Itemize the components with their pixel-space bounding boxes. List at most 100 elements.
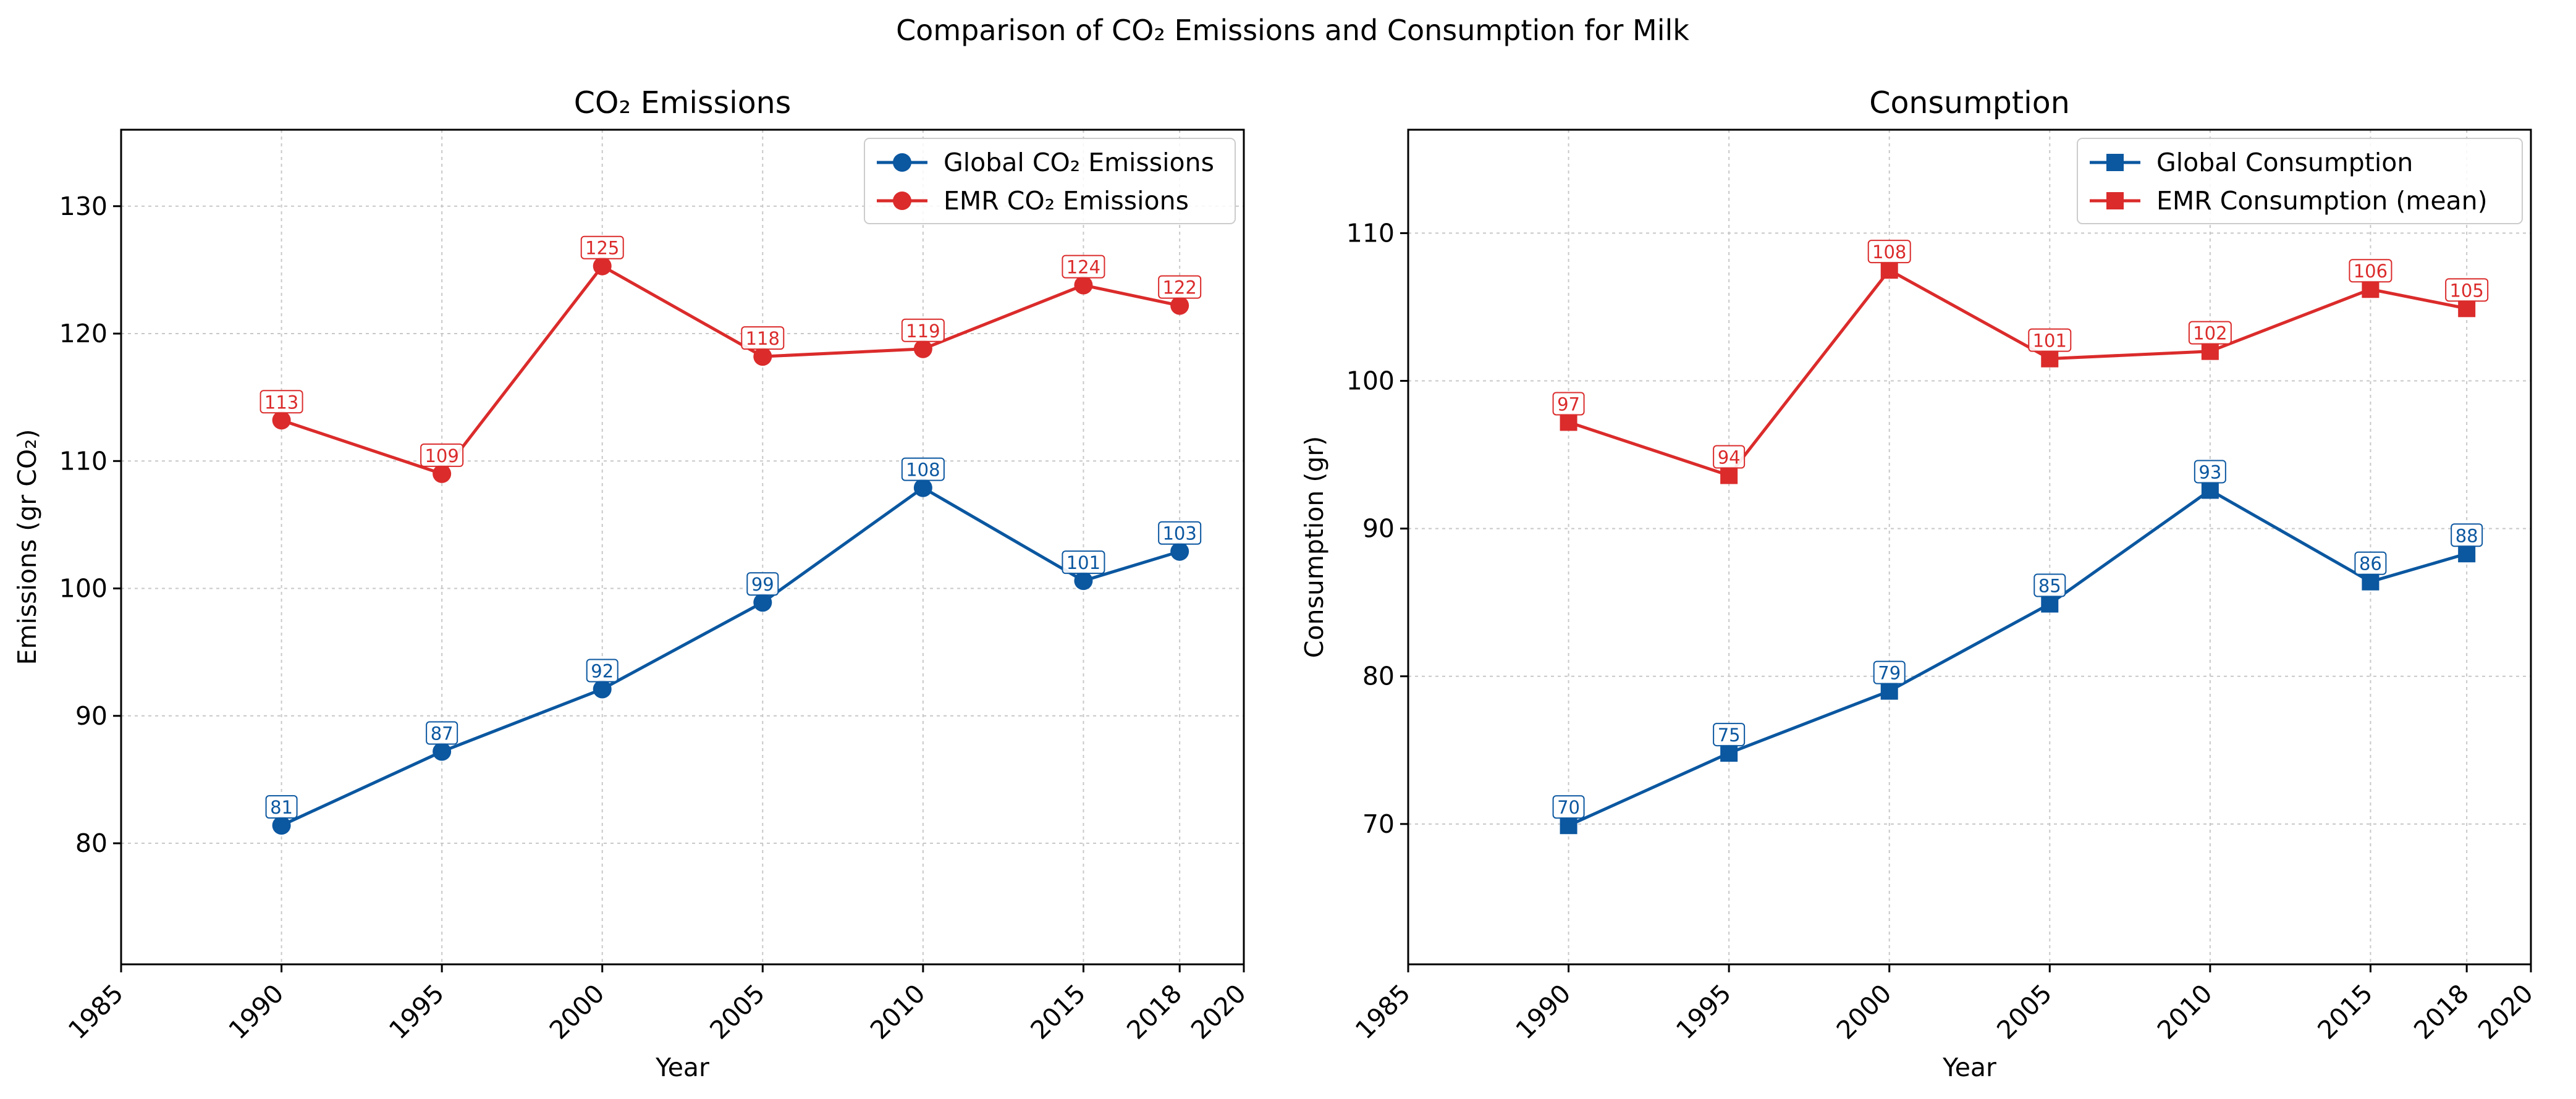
data-label: 94 xyxy=(1718,447,1741,468)
series-emr: 97 94 108 101 102 106 105 xyxy=(1552,240,2489,484)
x-tick-label: 2000 xyxy=(1831,979,1898,1045)
data-point xyxy=(433,464,452,483)
data-label: 70 xyxy=(1557,797,1580,818)
data-label: 75 xyxy=(1718,725,1741,746)
data-label-box xyxy=(265,795,298,819)
legend-marker xyxy=(2106,192,2124,209)
data-label-box xyxy=(1552,392,1585,416)
data-point xyxy=(753,347,772,366)
series-line xyxy=(1568,267,2467,478)
y-tick-label: 110 xyxy=(1346,218,1395,248)
data-label-box xyxy=(2354,551,2387,575)
data-label-box xyxy=(1062,255,1105,279)
plot-frame xyxy=(1407,128,2532,966)
data-label: 85 xyxy=(2038,576,2061,597)
series-global: 70 75 79 85 93 86 88 xyxy=(1552,460,2483,835)
y-tick-label: 80 xyxy=(75,828,108,858)
y-tick-label: 100 xyxy=(59,574,108,604)
data-point xyxy=(753,593,772,612)
data-label: 99 xyxy=(751,574,774,595)
data-point xyxy=(1720,466,1738,484)
data-point xyxy=(913,478,932,497)
data-label-box xyxy=(2445,278,2489,302)
x-tick-label: 2018 xyxy=(2408,979,2475,1045)
legend-frame xyxy=(2077,138,2523,224)
data-point xyxy=(2201,342,2219,360)
data-point xyxy=(1560,413,1577,431)
legend-marker xyxy=(893,192,911,210)
data-point xyxy=(2041,350,2059,368)
data-point xyxy=(2458,545,2476,563)
data-point xyxy=(433,742,452,761)
data-point xyxy=(1170,296,1189,315)
data-label-box xyxy=(1713,445,1746,469)
figure-title: Comparison of CO₂ Emissions and Consumpt… xyxy=(896,14,1689,47)
series-line xyxy=(281,486,1180,827)
data-label: 97 xyxy=(1557,394,1580,415)
data-label-box xyxy=(420,443,464,467)
x-tick-label: 1995 xyxy=(1670,979,1737,1045)
data-label-box xyxy=(2188,321,2232,345)
data-point xyxy=(593,680,612,699)
data-label-box xyxy=(2028,328,2072,352)
data-point xyxy=(1880,682,1898,700)
legend-entry-global: Global Consumption xyxy=(2090,148,2413,177)
chart-title: Consumption xyxy=(1869,85,2070,120)
data-label: 81 xyxy=(270,797,293,818)
data-point xyxy=(593,256,612,276)
y-tick-label: 80 xyxy=(1362,662,1395,691)
data-label: 101 xyxy=(2033,331,2067,352)
data-label: 86 xyxy=(2359,554,2382,575)
data-point xyxy=(2362,280,2380,298)
y-tick-label: 130 xyxy=(59,192,108,221)
x-tick-label: 1990 xyxy=(1510,979,1577,1045)
legend-marker xyxy=(893,153,911,172)
data-label-box xyxy=(741,326,785,350)
data-point xyxy=(2458,300,2476,318)
data-label: 125 xyxy=(585,238,619,259)
data-point xyxy=(1074,571,1093,591)
data-label: 101 xyxy=(1066,552,1100,573)
series-line xyxy=(281,264,1180,476)
y-tick-label: 110 xyxy=(59,446,108,476)
data-label: 87 xyxy=(431,723,454,744)
legend-label: EMR CO₂ Emissions xyxy=(944,186,1189,216)
data-label-box xyxy=(2451,523,2483,547)
data-label-box xyxy=(1552,795,1585,819)
data-label: 118 xyxy=(746,328,780,349)
y-tick-label: 100 xyxy=(1346,366,1395,395)
data-label: 109 xyxy=(424,445,458,466)
y-tick-label: 120 xyxy=(59,319,108,348)
data-label: 106 xyxy=(2354,261,2388,282)
x-tick-label: 2005 xyxy=(1991,979,2058,1045)
data-point xyxy=(1880,261,1898,279)
chart-title: CO₂ Emissions xyxy=(574,85,792,120)
legend-entry-emr: EMR Consumption (mean) xyxy=(2090,186,2488,216)
legend: Global Consumption EMR Consumption (mean) xyxy=(2077,138,2523,224)
data-label-box xyxy=(426,721,458,745)
data-label-box xyxy=(1867,240,1911,264)
data-point xyxy=(2362,573,2380,591)
legend-marker xyxy=(2106,154,2124,171)
data-point xyxy=(1074,276,1093,295)
data-point xyxy=(1560,817,1577,835)
data-label-box xyxy=(1873,660,1906,684)
x-axis-label: Year xyxy=(1942,1053,1996,1082)
data-label-box xyxy=(260,390,303,414)
data-label-box xyxy=(901,457,945,481)
data-point xyxy=(913,339,932,358)
y-tick-label: 70 xyxy=(1362,809,1395,839)
data-point xyxy=(2201,481,2219,499)
legend-frame xyxy=(864,138,1236,224)
series-emr: 113 109 125 118 119 124 122 xyxy=(260,235,1202,483)
y-axis-label: Consumption (gr) xyxy=(1299,436,1329,658)
x-tick-label: 2000 xyxy=(544,979,610,1045)
legend-entry-global: Global CO₂ Emissions xyxy=(877,148,1214,177)
data-label-box xyxy=(2349,259,2392,283)
data-point xyxy=(1720,744,1738,762)
legend-entry-emr: EMR CO₂ Emissions xyxy=(877,186,1189,216)
data-label: 122 xyxy=(1162,277,1196,298)
